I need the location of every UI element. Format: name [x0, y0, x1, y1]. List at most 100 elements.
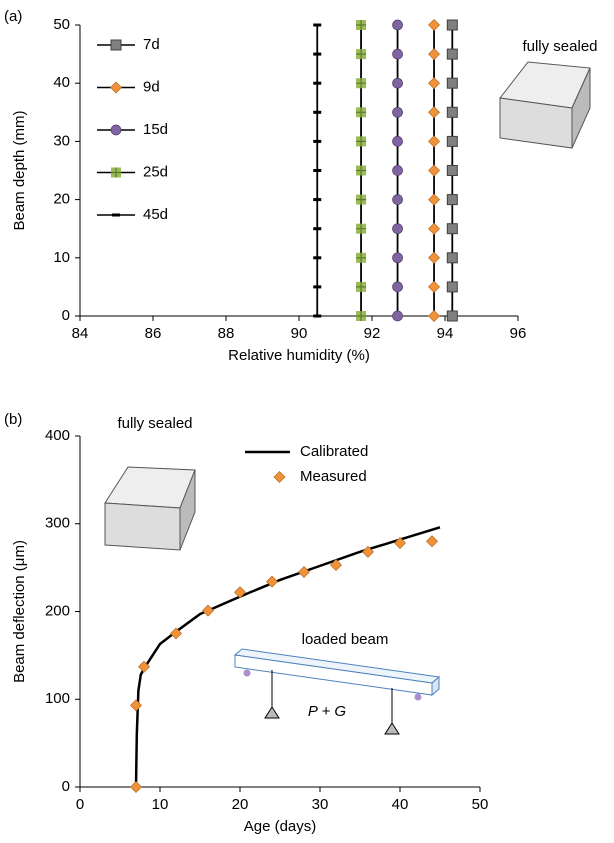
marker-shape	[392, 310, 403, 322]
series-line	[134, 526, 441, 788]
marker	[428, 19, 441, 31]
load-point	[414, 693, 422, 701]
x-tick-label: 50	[472, 796, 489, 813]
marker	[428, 77, 441, 90]
legend-label: Calibrated	[300, 443, 368, 460]
marker	[394, 537, 406, 550]
marker-shape	[428, 106, 441, 119]
marker	[428, 164, 441, 177]
marker-shape	[428, 77, 441, 90]
cube-a	[499, 61, 591, 149]
marker-shape	[356, 49, 367, 60]
marker-shape	[446, 165, 458, 176]
marker-shape	[428, 310, 441, 322]
marker-shape	[428, 164, 441, 177]
x-axis-label: Age (days)	[244, 818, 317, 835]
marker	[428, 310, 441, 322]
marker-shape	[110, 39, 122, 51]
y-tick-label: 100	[45, 690, 70, 707]
legend-marker	[111, 167, 121, 178]
y-axis-label: Beam depth (mm)	[11, 110, 28, 230]
marker-shape	[273, 471, 286, 483]
marker-shape	[446, 281, 458, 293]
marker-shape	[392, 77, 403, 89]
marker-shape	[446, 77, 458, 89]
marker-shape	[356, 78, 367, 89]
marker-shape	[111, 167, 121, 178]
marker	[446, 48, 458, 60]
cube-b	[104, 466, 196, 551]
marker	[392, 136, 403, 147]
marker-shape	[428, 19, 441, 31]
marker-shape	[392, 48, 403, 60]
marker	[138, 660, 150, 673]
marker-shape	[356, 311, 367, 321]
marker	[392, 19, 403, 31]
y-tick-label: 200	[45, 602, 70, 619]
marker-shape	[356, 252, 367, 263]
marker	[446, 106, 458, 118]
x-tick-label: 0	[76, 796, 84, 813]
marker	[356, 107, 367, 118]
marker-shape	[266, 575, 278, 588]
marker	[392, 194, 403, 205]
marker-shape	[428, 135, 441, 148]
marker	[234, 586, 246, 599]
annotation: P + G	[308, 703, 347, 720]
marker-shape	[356, 107, 367, 118]
marker	[356, 223, 367, 234]
legend-marker	[110, 39, 122, 51]
marker-shape	[446, 135, 458, 147]
x-tick-label: 96	[510, 325, 527, 342]
x-tick-label: 86	[145, 325, 162, 342]
marker-shape	[330, 558, 342, 571]
marker-shape	[446, 310, 458, 322]
marker-shape	[394, 537, 406, 550]
legend-marker	[110, 81, 122, 94]
marker	[446, 194, 458, 206]
marker	[392, 281, 403, 293]
y-tick-label: 50	[53, 16, 70, 33]
marker-shape	[446, 252, 458, 264]
marker-shape	[446, 19, 458, 31]
marker	[446, 165, 458, 176]
y-tick-label: 300	[45, 515, 70, 532]
legend-marker	[273, 471, 286, 483]
marker-shape	[428, 193, 441, 206]
marker	[362, 545, 374, 558]
cube-side	[571, 67, 591, 149]
legend-label: 9d	[143, 78, 160, 95]
x-tick-label: 92	[364, 325, 381, 342]
marker-shape	[356, 165, 367, 176]
cube-front	[104, 502, 181, 551]
marker	[446, 281, 458, 293]
marker	[428, 280, 441, 293]
y-tick-label: 30	[53, 132, 70, 149]
cube-side	[179, 469, 196, 551]
marker	[446, 77, 458, 89]
support	[264, 706, 280, 719]
y-tick-label: 40	[53, 74, 70, 91]
marker	[356, 49, 367, 60]
marker	[356, 194, 367, 205]
marker-shape	[392, 136, 403, 147]
marker	[392, 77, 403, 89]
marker	[356, 281, 367, 292]
x-tick-label: 90	[291, 325, 308, 342]
marker-shape	[428, 222, 441, 235]
x-tick-label: 88	[218, 325, 235, 342]
marker	[428, 193, 441, 206]
marker	[130, 781, 142, 793]
marker-shape	[392, 165, 403, 176]
marker	[392, 165, 403, 176]
marker-shape	[356, 281, 367, 292]
marker	[356, 136, 367, 147]
marker-shape	[110, 124, 122, 136]
marker-shape	[234, 586, 246, 599]
marker	[426, 535, 438, 548]
marker-shape	[392, 281, 403, 293]
marker-shape	[446, 106, 458, 118]
marker-shape	[202, 604, 214, 617]
annotation: (a)	[4, 8, 22, 25]
support	[384, 722, 400, 735]
